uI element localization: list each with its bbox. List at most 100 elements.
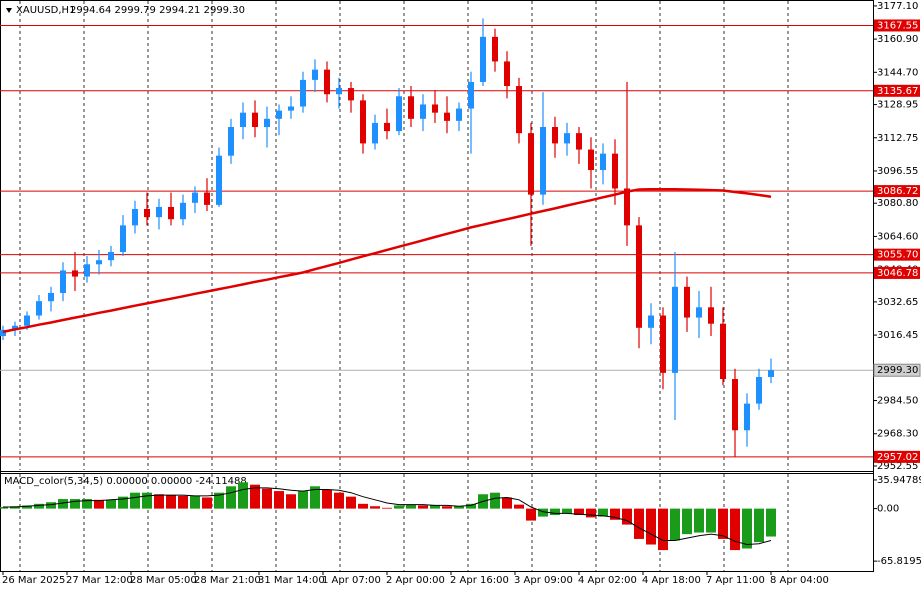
candle-body (756, 376, 762, 404)
macd-bar (46, 502, 56, 509)
y-tick-label: 3032.65 (877, 297, 918, 308)
level-label: 3055.70 (877, 250, 918, 261)
x-tick-label: 1 Apr 07:00 (322, 575, 381, 586)
candle-body (600, 153, 606, 171)
candle-body (48, 292, 54, 302)
candle-body (300, 79, 306, 107)
candle-body (744, 403, 750, 431)
macd-bar (550, 508, 560, 516)
macd-bar (370, 506, 380, 509)
macd-bar (562, 508, 572, 514)
macd-bar (70, 499, 80, 509)
candle-body (12, 325, 18, 330)
candle-body (624, 188, 630, 226)
macd-bar (154, 494, 164, 509)
macd-bar (754, 508, 764, 543)
symbol: XAUUSD,H1 (16, 5, 75, 16)
candle-body (156, 206, 162, 218)
ohlc-text: 2994.64 2999.79 2994.21 2999.30 (70, 5, 245, 16)
macd-bar (226, 486, 236, 509)
candle-body (72, 270, 78, 277)
macd-bar (298, 491, 308, 509)
macd-bar (178, 495, 188, 509)
candle-body (216, 155, 222, 205)
moving-average (2, 188, 772, 334)
macd-bar (346, 496, 356, 509)
level-label: 2957.02 (877, 452, 918, 463)
candle-body (480, 36, 486, 82)
macd-bar (730, 508, 740, 551)
x-tick-label: 8 Apr 04:00 (770, 575, 829, 586)
macd-bar (502, 497, 512, 509)
candle-body (120, 225, 126, 252)
candle-body (108, 251, 114, 261)
macd-bar (466, 503, 476, 509)
y-tick-label: 35.94789 (877, 475, 921, 486)
macd-bar (214, 492, 224, 509)
y-tick-label: 3016.45 (877, 330, 918, 341)
macd-bar (406, 504, 416, 509)
macd-bar (598, 508, 608, 517)
candle-body (720, 323, 726, 380)
macd-bar (0, 507, 8, 509)
level-label: 3135.67 (877, 86, 918, 97)
macd-bar (322, 489, 332, 509)
candle-body (432, 104, 438, 113)
level-label-box (874, 450, 920, 463)
candle-body (168, 206, 174, 220)
macd-bar (742, 508, 752, 549)
macd-bar (586, 508, 596, 518)
candle-body (348, 88, 354, 101)
macd-bar (418, 505, 428, 509)
candle-body (276, 110, 282, 119)
candle-body (312, 69, 318, 80)
candle-body (372, 122, 378, 144)
macd-bar (610, 508, 620, 520)
last-price-label: 2999.30 (877, 365, 918, 376)
x-tick-label: 31 Mar 14:00 (258, 575, 325, 586)
candle-body (144, 208, 150, 218)
macd-bar (514, 504, 524, 509)
candle-body (708, 307, 714, 324)
x-tick-label: 28 Mar 21:00 (194, 575, 261, 586)
candle-body (0, 329, 6, 336)
macd-bar (442, 506, 452, 509)
y-tick-label: 3112.75 (877, 133, 918, 144)
macd-bar (430, 505, 440, 509)
indicator-title: MACD_color(5,34,5) 0.00000 0.00000 -24.1… (4, 476, 247, 487)
level-label: 3046.78 (877, 268, 918, 279)
macd-bar (658, 508, 668, 551)
macd-bar (382, 507, 392, 509)
macd-bar (718, 508, 728, 539)
x-tick-label: 28 Mar 05:00 (130, 575, 197, 586)
candle-body (60, 270, 66, 293)
macd-bar (646, 508, 656, 545)
candle-body (360, 100, 366, 144)
candle-body (696, 307, 702, 318)
y-tick-label: 3080.80 (877, 198, 918, 209)
candle-body (324, 69, 330, 95)
macd-bar (310, 486, 320, 509)
candle-body (528, 133, 534, 195)
macd-bar (82, 499, 92, 509)
x-tick-label: 4 Apr 18:00 (642, 575, 701, 586)
candle-body (288, 106, 294, 111)
y-tick-label: 0.00 (877, 504, 899, 515)
macd-signal (3, 487, 772, 546)
candle-body (240, 112, 246, 128)
candle-body (192, 192, 198, 203)
y-tick-label: 3096.55 (877, 166, 918, 177)
candle-body (336, 88, 342, 95)
macd-bar (622, 508, 632, 525)
x-tick-label: 27 Mar 12:00 (66, 575, 133, 586)
candle-body (552, 127, 558, 144)
macd-bar (454, 506, 464, 509)
candle-body (444, 112, 450, 121)
y-tick-label: 3144.70 (877, 67, 918, 78)
candle-body (516, 86, 522, 134)
level-label-box (874, 266, 920, 279)
menu-triangle[interactable] (6, 8, 12, 13)
x-tick-label: 3 Apr 09:00 (514, 575, 573, 586)
candle-body (684, 286, 690, 318)
